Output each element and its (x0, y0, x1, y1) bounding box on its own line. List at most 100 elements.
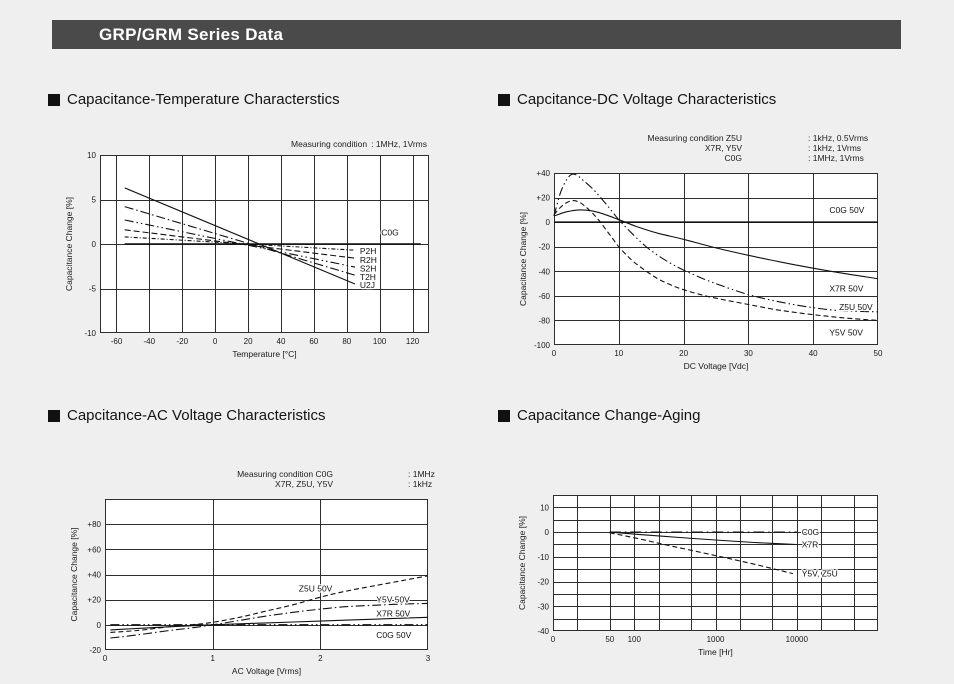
capacitance-dc-voltage-chart: C0G 50V X7R 50V Z5U 50V Y5V 50V 0 10 20 30 40 50 +… (518, 169, 883, 371)
series-line-r2h (124, 229, 356, 259)
svg-text:-30: -30 (537, 602, 549, 611)
svg-text:-60: -60 (538, 292, 550, 301)
measuring-condition-label: X7R, Y5V (704, 143, 742, 153)
series-line-p2h (124, 236, 356, 251)
svg-text:-20: -20 (177, 337, 189, 346)
svg-text:60: 60 (309, 337, 318, 346)
measuring-condition-value: : 1kHz, 1Vrms (808, 143, 862, 153)
svg-text:100: 100 (628, 635, 642, 644)
series-label-y5v-z5u: Y5V, Z5U (802, 569, 838, 579)
series-line-y5v-50v (553, 200, 879, 321)
svg-text:5: 5 (92, 196, 97, 205)
series-line-t2h (124, 206, 356, 276)
series-label-y5v-50v: Y5V 50V (829, 328, 863, 338)
capacitance-ac-voltage-chart: Z5U 50V Y5V 50V X7R 50V C0G 50V 0 1 2 3 +80 +60 +4… (69, 498, 431, 676)
svg-text:+60: +60 (87, 545, 101, 554)
svg-text:+80: +80 (87, 520, 101, 529)
measuring-condition-label: Measuring condition Z5U (647, 133, 743, 143)
svg-text:0: 0 (213, 337, 218, 346)
series-line-u2j (124, 187, 356, 285)
page-header: GRP/GRM Series Data (52, 20, 901, 49)
page-title: GRP/GRM Series Data (99, 25, 284, 44)
series-line-y5v-50v (110, 602, 429, 639)
series-line-x7r-50v (110, 616, 429, 631)
measuring-condition-label: X7R, Z5U, Y5V (275, 479, 333, 489)
svg-text:50: 50 (874, 349, 883, 358)
section-title-text: Capcitance-AC Voltage Characteristics (67, 407, 326, 424)
series-label-c0g-50v: C0G 50V (829, 205, 864, 215)
measuring-condition-value: : 1MHz (408, 469, 435, 479)
section-title-ac-voltage: Capcitance-AC Voltage Characteristics (48, 407, 325, 424)
svg-text:50: 50 (605, 635, 614, 644)
x-axis-label: Temperature [°C] (232, 349, 296, 359)
svg-text:2: 2 (318, 654, 323, 663)
series-label-z5u-50v: Z5U 50V (299, 583, 333, 593)
series-label-r2h: R2H (360, 255, 377, 265)
svg-text:-60: -60 (111, 337, 123, 346)
svg-text:-10: -10 (84, 329, 96, 338)
plot-area (553, 495, 878, 631)
section-bullet-icon (498, 409, 510, 422)
svg-text:-80: -80 (538, 316, 550, 325)
svg-text:-40: -40 (537, 627, 549, 636)
tick-labels: -60 -40 -20 0 20 40 60 80 100 120 10 5 0 -5 -10 (84, 151, 419, 346)
svg-text:0: 0 (546, 218, 551, 227)
measuring-condition-dc: Measuring condition Z5U : 1kHz, 0.5Vrms … (560, 133, 869, 163)
series-label-u2j: U2J (360, 280, 375, 290)
y-axis-label: Capacitance Change [%] (518, 212, 528, 306)
plot-border (104, 498, 429, 651)
svg-text:-20: -20 (537, 578, 549, 587)
x-axis-label: DC Voltage [Vdc] (684, 361, 749, 371)
measuring-condition-label: C0G (724, 153, 742, 163)
svg-text:10000: 10000 (786, 635, 809, 644)
series-label-c0g-50v: C0G 50V (376, 630, 411, 640)
section-title-aging: Capacitance Change-Aging (498, 407, 700, 424)
svg-text:+20: +20 (536, 194, 550, 203)
series-line-z5u-50v (553, 173, 879, 313)
section-title-text: Capcitance-DC Voltage Characteristics (517, 91, 777, 108)
svg-text:30: 30 (744, 349, 753, 358)
svg-text:0: 0 (551, 635, 556, 644)
section-title-dc-voltage: Capcitance-DC Voltage Characteristics (498, 91, 776, 108)
series-label-z5u-50v: Z5U 50V (839, 302, 873, 312)
section-title-text: Capacitance Change-Aging (517, 407, 701, 424)
svg-text:10: 10 (540, 503, 549, 512)
section-title-temperature: Capacitance-Temperature Characterstics (48, 91, 340, 108)
measuring-condition-value: : 1kHz, 0.5Vrms (808, 133, 869, 143)
svg-text:20: 20 (244, 337, 253, 346)
section-bullet-icon (48, 93, 60, 106)
measuring-condition-value: : 1kHz (408, 479, 433, 489)
svg-text:1: 1 (210, 654, 215, 663)
measuring-condition-label: Measuring condition (291, 139, 368, 149)
svg-text:10: 10 (87, 151, 96, 160)
series-line-x7r (609, 531, 797, 546)
svg-text:40: 40 (277, 337, 286, 346)
series-label-x7r-50v: X7R 50V (829, 284, 863, 294)
plot-border (99, 154, 430, 334)
svg-text:20: 20 (679, 349, 688, 358)
series-label-x7r-50v: X7R 50V (376, 609, 410, 619)
section-title-text: Capacitance-Temperature Characterstics (67, 91, 340, 108)
measuring-condition-temperature: Measuring condition : 1MHz, 1Vrms (291, 139, 427, 149)
svg-text:-40: -40 (144, 337, 156, 346)
grid (553, 495, 878, 631)
svg-text:-20: -20 (89, 646, 101, 655)
series-label-s2h: S2H (360, 264, 377, 274)
tick-labels: 0 1 2 3+80+60+40+200-20 (87, 520, 430, 663)
svg-text:-5: -5 (89, 285, 97, 294)
y-axis-label: Capacitance Change [%] (69, 527, 79, 621)
series-line-s2h (124, 219, 356, 268)
section-bullet-icon (498, 93, 510, 106)
section-bullet-icon (48, 409, 60, 422)
series-label-c0g: C0G (802, 527, 819, 537)
series-label-x7r: X7R (802, 540, 819, 550)
svg-text:120: 120 (406, 337, 420, 346)
svg-text:-100: -100 (534, 341, 551, 350)
svg-text:10: 10 (614, 349, 623, 358)
svg-text:-10: -10 (537, 553, 549, 562)
plot-border (553, 172, 879, 346)
